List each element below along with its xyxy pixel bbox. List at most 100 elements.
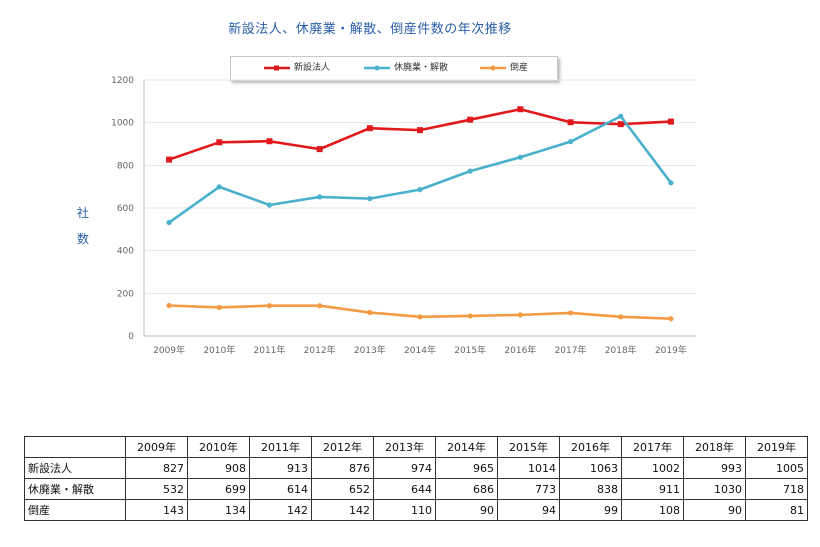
series-2-point-9 <box>618 314 624 320</box>
line-chart: 0 200 400 600 800 1000 1200 2009年 2010年 2011年 2012… <box>111 76 696 356</box>
x-tick-label-9: 2018年 <box>605 344 637 356</box>
series-0-point-0 <box>166 156 173 163</box>
series-0-point-7 <box>517 106 524 113</box>
series-2-point-10 <box>668 316 674 322</box>
table-header-cell-2: 2011年 <box>249 436 312 458</box>
table-cell: 699 <box>187 478 250 500</box>
series-1-point-0 <box>166 219 172 226</box>
x-tick-label-2: 2011年 <box>254 344 286 356</box>
table-cell: 110 <box>373 499 436 521</box>
x-tick-label-0: 2009年 <box>153 344 185 356</box>
table-header-row: 2009年 2010年 2011年 2012年 2013年 2014年 2015年 2016年… <box>24 436 808 458</box>
series-0-point-9 <box>617 121 624 128</box>
table-cell: 652 <box>311 478 374 500</box>
table-row-label: 倒産 <box>24 499 126 521</box>
legend-label-0: 新設法人 <box>294 63 331 73</box>
table-row-label: 休廃業・解散 <box>24 478 126 500</box>
table-cell: 911 <box>621 478 684 500</box>
table-row: 新設法人 827 908 913 876 974 965 1014 1063 1002 993 100… <box>24 457 808 479</box>
table-cell: 142 <box>311 499 374 521</box>
series-1-point-9 <box>618 113 624 119</box>
table-cell: 827 <box>125 457 188 479</box>
x-tick-label-8: 2017年 <box>555 344 587 356</box>
table-header-cell-5: 2014年 <box>435 436 498 458</box>
series-2-point-1 <box>216 304 222 311</box>
series-0-point-2 <box>266 138 273 145</box>
table-cell: 1002 <box>621 457 684 479</box>
table-cell: 838 <box>559 478 622 500</box>
y-tick-label-0: 0 <box>128 332 134 342</box>
table-header-cell-7: 2016年 <box>559 436 622 458</box>
x-tick-label-10: 2019年 <box>655 344 687 356</box>
table-cell: 143 <box>125 499 188 521</box>
table-cell: 913 <box>249 457 312 479</box>
legend-label-2: 倒産 <box>510 63 529 73</box>
table-cell: 773 <box>497 478 560 500</box>
table-cell: 94 <box>497 499 560 521</box>
table-header-cell-0: 2009年 <box>125 436 188 458</box>
x-tick-label-1: 2010年 <box>203 344 235 356</box>
table-cell: 718 <box>745 478 808 500</box>
x-tick-label-4: 2013年 <box>354 344 386 356</box>
series-1-point-1 <box>216 184 222 190</box>
y-tick-label-5: 1000 <box>111 119 134 129</box>
series-1-point-7 <box>517 154 523 160</box>
series-2-point-4 <box>367 309 373 316</box>
table-cell: 532 <box>125 478 188 500</box>
table-cell: 908 <box>187 457 250 479</box>
series-1-point-8 <box>567 139 574 145</box>
series-0-point-6 <box>467 116 474 123</box>
chart-title: 新設法人、休廃業・解散、倒産件数の年次推移 <box>228 22 512 37</box>
legend-label-1: 休廃業・解散 <box>394 63 449 73</box>
series-0-point-1 <box>216 139 223 146</box>
table-cell: 90 <box>683 499 746 521</box>
series-2-point-5 <box>417 314 423 320</box>
series-0-point-10 <box>667 118 674 125</box>
table-cell: 134 <box>187 499 250 521</box>
table-cell: 81 <box>745 499 808 521</box>
table-row-label: 新設法人 <box>24 457 126 479</box>
table-header-cell-4: 2013年 <box>373 436 436 458</box>
x-tick-label-7: 2016年 <box>504 344 536 356</box>
table-header-cell-10: 2019年 <box>745 436 808 458</box>
table-cell: 1014 <box>497 457 560 479</box>
series-2-point-8 <box>567 310 574 316</box>
x-tick-label-6: 2015年 <box>454 344 486 356</box>
x-tick-label-5: 2014年 <box>404 344 436 356</box>
y-tick-label-1: 200 <box>117 289 134 299</box>
legend-swatch-0 <box>264 65 290 71</box>
table-cell: 876 <box>311 457 374 479</box>
series-2-point-6 <box>467 313 473 319</box>
series-0-point-4 <box>366 125 373 132</box>
series-2-point-2 <box>266 303 273 309</box>
series-1-point-10 <box>668 180 674 186</box>
y-tick-label-3: 600 <box>117 204 134 214</box>
y-tick-label-4: 800 <box>117 161 134 171</box>
y-tick-label-2: 400 <box>117 247 134 257</box>
table-cell: 99 <box>559 499 622 521</box>
table-cell: 142 <box>249 499 312 521</box>
x-tick-label-3: 2012年 <box>304 344 336 356</box>
table-header-cell-1: 2010年 <box>187 436 250 458</box>
table-cell: 614 <box>249 478 312 500</box>
legend-swatch-2 <box>480 65 506 71</box>
series-line-0 <box>168 107 671 161</box>
series-2-point-0 <box>166 302 172 309</box>
series-2-point-7 <box>517 312 523 318</box>
table-cell: 644 <box>373 478 436 500</box>
series-1-point-2 <box>266 202 273 208</box>
table-header-cell-6: 2015年 <box>497 436 560 458</box>
table-header-cell-8: 2017年 <box>621 436 684 458</box>
y-tick-label-6: 1200 <box>111 76 134 86</box>
table-row: 休廃業・解散 532 699 614 652 644 686 773 838 911 1030 718 <box>24 478 808 500</box>
table-cell: 974 <box>373 457 436 479</box>
table-cell: 90 <box>435 499 498 521</box>
table-cell: 993 <box>683 457 746 479</box>
series-1-point-6 <box>467 168 473 174</box>
table-cell: 108 <box>621 499 684 521</box>
table-cell: 686 <box>435 478 498 500</box>
series-1-point-3 <box>317 194 323 200</box>
table-cell: 1030 <box>683 478 746 500</box>
series-1-point-5 <box>417 187 423 193</box>
legend-swatch-1 <box>364 65 390 71</box>
